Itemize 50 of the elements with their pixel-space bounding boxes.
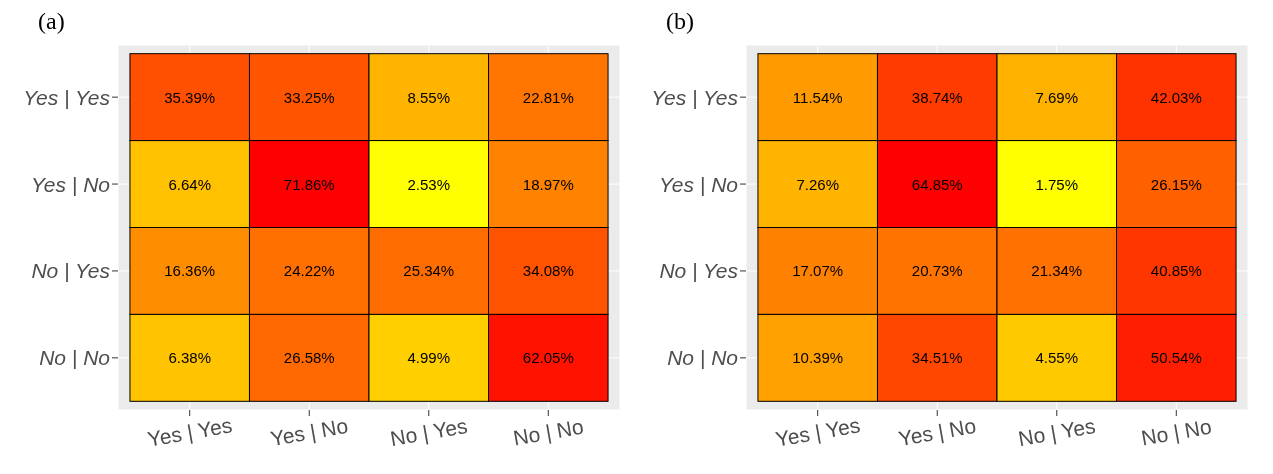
x-tick-label: Yes | No bbox=[896, 413, 978, 451]
data-label: 4.99% bbox=[407, 349, 451, 367]
data-label: 4.55% bbox=[1035, 349, 1079, 367]
x-tick-label: Yes | Yes bbox=[773, 413, 862, 451]
y-tick-label: Yes | Yes bbox=[651, 85, 739, 109]
chart-title: (b) bbox=[665, 8, 695, 36]
data-label: 7.69% bbox=[1035, 88, 1079, 106]
data-label: 34.51% bbox=[911, 349, 963, 367]
chart-title: (a) bbox=[37, 8, 66, 36]
data-label: 17.07% bbox=[792, 262, 844, 280]
y-tick-label: No | No bbox=[39, 346, 111, 370]
x-tick-label: No | Yes bbox=[1016, 413, 1098, 451]
data-label: 16.36% bbox=[164, 262, 216, 280]
data-label: 35.39% bbox=[164, 88, 216, 106]
y-tick-label: Yes | Yes bbox=[23, 85, 111, 109]
data-label: 18.97% bbox=[522, 175, 574, 193]
data-label: 34.08% bbox=[522, 262, 574, 280]
data-label: 24.22% bbox=[283, 262, 335, 280]
x-tick-label: Yes | Yes bbox=[145, 413, 234, 451]
y-tick-label: Yes | No bbox=[31, 172, 111, 196]
y-tick-label: Yes | No bbox=[659, 172, 739, 196]
x-tick-label: No | No bbox=[1139, 414, 1214, 450]
data-label: 38.74% bbox=[911, 88, 963, 106]
data-label: 21.34% bbox=[1031, 262, 1083, 280]
data-label: 11.54% bbox=[792, 88, 843, 106]
data-label: 71.86% bbox=[283, 175, 335, 193]
x-tick-label: No | Yes bbox=[388, 413, 470, 451]
y-tick-label: No | Yes bbox=[31, 259, 111, 283]
y-tick-label: No | Yes bbox=[659, 259, 739, 283]
data-label: 20.73% bbox=[911, 262, 963, 280]
data-label: 50.54% bbox=[1150, 349, 1202, 367]
data-label: 6.38% bbox=[168, 349, 211, 367]
data-label: 33.25% bbox=[283, 88, 335, 106]
data-label: 64.85% bbox=[911, 175, 963, 193]
data-label: 26.58% bbox=[283, 349, 335, 367]
data-label: 62.05% bbox=[522, 349, 574, 367]
x-tick-label: Yes | No bbox=[268, 413, 350, 451]
data-label: 8.55% bbox=[407, 88, 451, 106]
data-label: 7.26% bbox=[796, 175, 839, 193]
data-label: 25.34% bbox=[403, 262, 455, 280]
data-label: 26.15% bbox=[1150, 175, 1202, 193]
x-tick-label: No | No bbox=[511, 414, 586, 450]
data-label: 6.64% bbox=[168, 175, 211, 193]
data-label: 22.81% bbox=[522, 88, 574, 106]
y-tick-label: No | No bbox=[667, 346, 739, 370]
data-label: 40.85% bbox=[1150, 262, 1202, 280]
data-label: 1.75% bbox=[1035, 175, 1079, 193]
data-label: 42.03% bbox=[1150, 88, 1202, 106]
data-label: 10.39% bbox=[792, 349, 844, 367]
data-label: 2.53% bbox=[407, 175, 451, 193]
